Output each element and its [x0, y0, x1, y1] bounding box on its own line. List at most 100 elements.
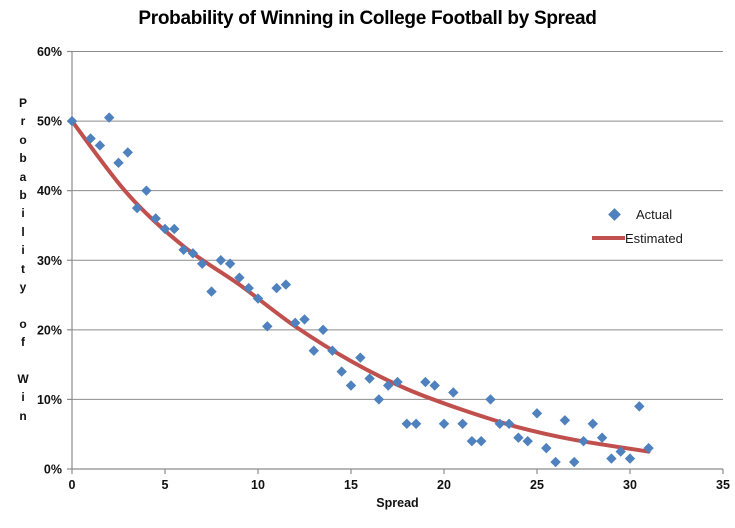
y-tick-label: 30%	[37, 254, 62, 268]
data-point	[150, 213, 161, 224]
data-point	[308, 345, 319, 356]
data-point	[587, 418, 598, 429]
data-point	[290, 317, 301, 329]
y-axis-title-char: i	[21, 206, 25, 221]
x-tick-label: 35	[716, 478, 730, 492]
data-point	[596, 432, 608, 443]
x-tick-label: 0	[69, 478, 76, 492]
y-axis-title-char: f	[21, 335, 25, 350]
data-point	[457, 418, 468, 429]
data-point	[122, 147, 133, 158]
data-point	[197, 258, 208, 269]
data-point	[569, 456, 580, 468]
data-point	[215, 255, 226, 266]
x-tick-label: 25	[530, 478, 544, 492]
y-axis-title-char: n	[19, 408, 27, 423]
y-axis-title-char: y	[19, 279, 27, 294]
data-point	[206, 286, 217, 297]
legend-item-estimated: Estimated	[592, 226, 722, 250]
data-point	[336, 366, 347, 377]
y-tick-label: 20%	[37, 323, 62, 337]
data-point	[187, 248, 199, 259]
x-axis-title: Spread	[376, 496, 419, 510]
y-axis-title-char: W	[17, 371, 29, 386]
data-point	[280, 279, 292, 290]
y-axis-title-char: P	[18, 96, 27, 110]
chart-title: Probability of Winning in College Footba…	[138, 8, 597, 29]
data-point	[94, 140, 106, 151]
data-point	[401, 418, 412, 429]
data-point	[503, 418, 515, 429]
data-point	[131, 202, 143, 214]
y-axis-title-char: o	[19, 132, 27, 147]
data-point	[373, 394, 385, 405]
data-point	[169, 223, 180, 235]
data-point	[466, 435, 478, 447]
data-point	[476, 435, 487, 447]
y-axis-title-char: b	[19, 187, 27, 202]
y-tick-label: 10%	[37, 393, 62, 407]
data-point	[485, 394, 496, 405]
data-point	[615, 446, 626, 457]
y-axis-title-char: i	[21, 243, 25, 258]
data-point	[364, 373, 375, 384]
data-point	[392, 376, 403, 388]
legend-estimated-label: Estimated	[625, 230, 683, 246]
y-axis-title-char: t	[21, 261, 25, 276]
data-point	[262, 321, 273, 332]
data-point	[438, 418, 450, 429]
x-tick-label: 30	[623, 478, 637, 492]
legend-item-actual: Actual	[592, 202, 722, 226]
y-tick-label: 50%	[37, 115, 62, 129]
data-point	[624, 453, 636, 464]
y-axis-title-char: o	[19, 316, 27, 331]
data-point	[234, 272, 245, 283]
data-point	[643, 442, 654, 454]
x-tick-label: 20	[437, 478, 451, 492]
data-point	[420, 376, 431, 388]
data-point	[113, 157, 124, 169]
x-tick-label: 10	[251, 478, 265, 492]
data-point	[85, 133, 96, 144]
data-point	[541, 442, 552, 454]
data-point	[159, 223, 171, 235]
trend-line-icon	[592, 236, 625, 240]
y-axis-title-char: l	[21, 224, 25, 239]
trend-line	[70, 119, 651, 454]
data-point	[104, 112, 115, 123]
data-point	[327, 345, 338, 356]
data-point	[66, 115, 78, 127]
data-point	[252, 293, 264, 304]
data-point	[559, 415, 571, 426]
data-point	[606, 453, 617, 464]
data-point	[634, 401, 645, 412]
y-tick-label: 40%	[37, 184, 62, 198]
y-tick-label: 0%	[44, 463, 62, 477]
y-axis-title-char: a	[19, 169, 27, 184]
y-axis-title-char: r	[20, 114, 26, 129]
x-tick-label: 5	[162, 478, 169, 492]
data-point	[141, 185, 152, 196]
x-tick-label: 15	[344, 478, 358, 492]
data-point	[271, 282, 282, 294]
y-tick-label: 60%	[37, 45, 62, 59]
data-point	[355, 352, 366, 363]
data-point	[410, 418, 422, 429]
y-axis-title-char: i	[21, 390, 25, 405]
data-point	[522, 435, 533, 447]
data-point	[299, 314, 310, 325]
diamond-marker-icon	[608, 207, 621, 221]
data-point	[224, 258, 236, 269]
y-axis-title-char: b	[19, 151, 27, 166]
data-point	[550, 456, 561, 468]
data-point	[243, 282, 254, 294]
data-point	[178, 244, 189, 256]
data-point	[448, 387, 459, 398]
data-point	[345, 380, 357, 391]
legend-actual-label: Actual	[636, 206, 673, 222]
data-point	[317, 324, 329, 336]
data-point	[383, 380, 394, 391]
